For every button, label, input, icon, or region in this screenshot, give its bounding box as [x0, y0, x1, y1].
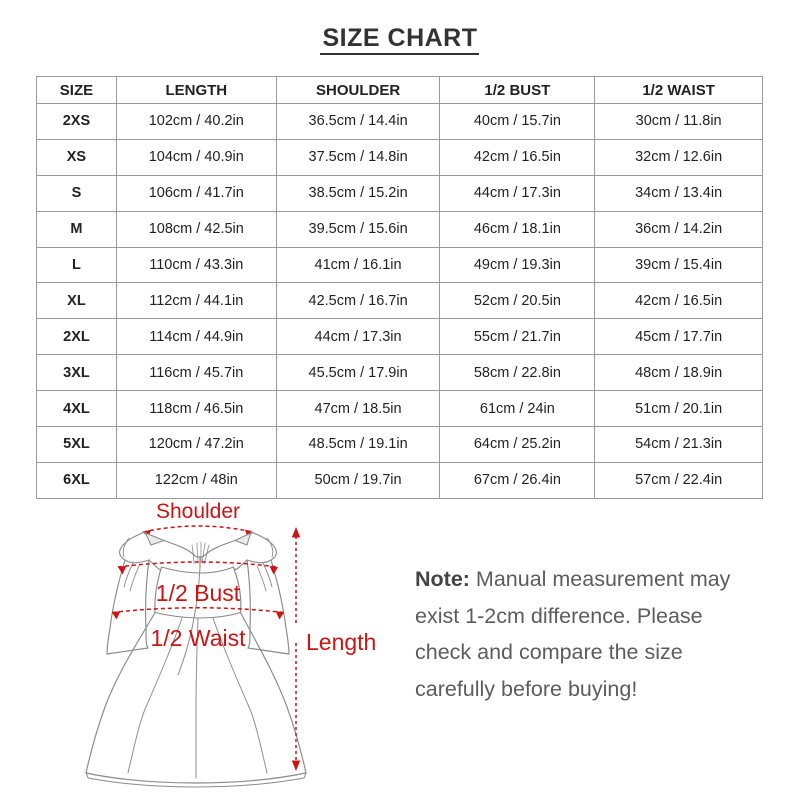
svg-text:1/2 Bust: 1/2 Bust	[156, 580, 241, 606]
svg-text:1/2 Waist: 1/2 Waist	[150, 625, 246, 651]
svg-text:Length: Length	[306, 629, 376, 655]
svg-text:Shoulder: Shoulder	[156, 500, 240, 523]
